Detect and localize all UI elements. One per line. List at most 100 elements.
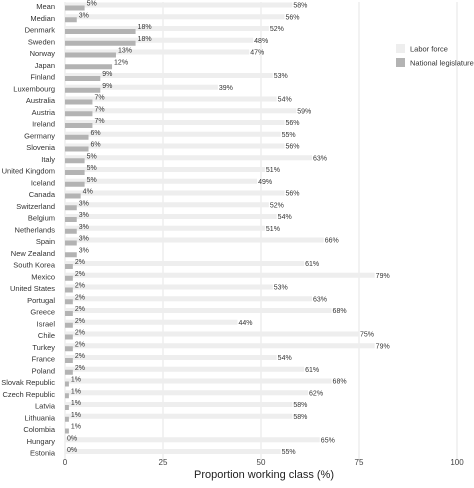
category-label: Belgium <box>28 214 55 223</box>
bar-labor-force <box>65 37 254 43</box>
bar-national-legislature <box>65 287 73 293</box>
data-label-labor-force: 48% <box>254 38 268 45</box>
data-label-labor-force: 56% <box>286 144 300 151</box>
category-label: Latvia <box>35 402 56 411</box>
data-label-labor-force: 68% <box>333 308 347 315</box>
data-label-national-legislature: 3% <box>79 12 89 19</box>
bar-labor-force <box>65 190 285 196</box>
data-label-labor-force: 75% <box>360 332 374 339</box>
data-label-national-legislature: 5% <box>87 1 97 8</box>
data-label-national-legislature: 6% <box>91 130 101 137</box>
bar-national-legislature <box>65 123 93 128</box>
bar-labor-force <box>65 390 309 396</box>
data-label-national-legislature: 18% <box>138 24 152 31</box>
data-label-labor-force: 79% <box>376 273 390 280</box>
bar-national-legislature <box>65 158 85 164</box>
bars-layer: 58% 5% 56% 3% 52% 18% 48% 18% 47% 13% 12% 53% 9% 39% 9… <box>65 1 390 456</box>
bar-labor-force <box>65 413 293 419</box>
category-label: Spain <box>36 237 55 246</box>
bar-labor-force <box>65 49 250 55</box>
data-label-national-legislature: 12% <box>114 59 128 66</box>
category-label: United Kingdom <box>2 167 55 176</box>
category-label: Portugal <box>27 296 55 305</box>
bar-national-legislature <box>65 17 77 23</box>
category-label: Iceland <box>31 178 55 187</box>
data-label-national-legislature: 18% <box>138 36 152 43</box>
x-tick-label: 25 <box>159 458 168 467</box>
data-label-national-legislature: 13% <box>118 48 132 55</box>
category-label: Finland <box>30 73 55 82</box>
data-label-national-legislature: 3% <box>79 236 89 243</box>
data-label-labor-force: 61% <box>305 367 319 374</box>
bar-labor-force <box>65 84 218 90</box>
bar-national-legislature <box>65 181 85 187</box>
category-label: Lithuania <box>25 413 56 422</box>
bar-national-legislature <box>65 193 81 199</box>
bar-labor-force <box>65 378 332 384</box>
category-label: Slovak Republic <box>1 378 55 387</box>
category-label: New Zealand <box>11 249 55 258</box>
data-label-national-legislature: 1% <box>71 424 81 431</box>
category-label: Mexico <box>31 272 55 281</box>
bar-labor-force <box>65 202 269 208</box>
x-tick-label: 75 <box>355 458 364 467</box>
data-label-labor-force: 51% <box>266 226 280 233</box>
bar-national-legislature <box>65 264 73 269</box>
data-label-national-legislature: 2% <box>75 330 85 337</box>
category-label: Denmark <box>25 26 56 35</box>
category-label: Sweden <box>28 37 55 46</box>
data-label-labor-force: 55% <box>282 449 296 456</box>
bar-national-legislature <box>65 275 73 281</box>
bar-national-legislature <box>65 76 101 81</box>
data-label-labor-force: 59% <box>297 108 311 115</box>
bar-national-legislature <box>65 205 77 211</box>
bar-labor-force <box>65 96 277 102</box>
bar-national-legislature <box>65 52 116 58</box>
data-label-labor-force: 66% <box>325 238 339 245</box>
data-label-labor-force: 47% <box>250 50 264 57</box>
x-axis-title: Proportion working class (%) <box>194 469 334 481</box>
bar-labor-force <box>65 108 297 114</box>
data-label-national-legislature: 5% <box>87 153 97 160</box>
category-label: Israel <box>37 319 56 328</box>
category-label: Switzerland <box>16 202 55 211</box>
category-label: South Korea <box>13 261 56 270</box>
data-label-national-legislature: 5% <box>87 165 97 172</box>
data-label-national-legislature: 2% <box>75 259 85 266</box>
data-label-national-legislature: 1% <box>71 412 81 419</box>
category-label: Chile <box>38 331 55 340</box>
bar-national-legislature <box>65 311 73 316</box>
bar-labor-force <box>65 143 285 149</box>
bar-labor-force <box>65 120 285 125</box>
bar-national-legislature <box>65 87 101 93</box>
bar-national-legislature <box>65 134 89 140</box>
x-tick-label: 100 <box>450 458 464 467</box>
bar-labor-force <box>65 449 281 454</box>
category-label: Netherlands <box>15 225 56 234</box>
x-axis: 0 25 50 75 100 <box>63 458 464 467</box>
category-label: Czech Republic <box>2 390 55 399</box>
data-label-national-legislature: 1% <box>71 388 81 395</box>
bar-national-legislature <box>65 240 77 246</box>
data-label-labor-force: 55% <box>282 132 296 139</box>
data-label-national-legislature: 9% <box>102 71 112 78</box>
bar-labor-force <box>65 14 285 20</box>
data-label-labor-force: 54% <box>278 97 292 104</box>
data-label-national-legislature: 3% <box>79 247 89 254</box>
data-label-national-legislature: 1% <box>71 377 81 384</box>
bar-labor-force <box>65 343 375 349</box>
bar-national-legislature <box>65 217 77 222</box>
data-label-national-legislature: 2% <box>75 306 85 313</box>
category-label: Hungary <box>27 437 56 446</box>
bar-labor-force <box>65 319 238 325</box>
data-label-labor-force: 68% <box>333 379 347 386</box>
data-label-labor-force: 63% <box>313 296 327 303</box>
category-label: Greece <box>30 308 55 317</box>
data-label-labor-force: 49% <box>258 179 272 186</box>
data-label-labor-force: 53% <box>274 285 288 292</box>
bar-national-legislature <box>65 228 77 234</box>
data-label-labor-force: 56% <box>286 14 300 21</box>
data-label-national-legislature: 2% <box>75 318 85 325</box>
data-label-national-legislature: 2% <box>75 283 85 290</box>
